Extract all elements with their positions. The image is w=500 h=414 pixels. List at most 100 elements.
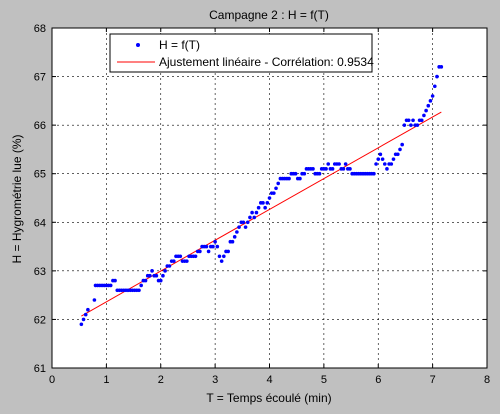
data-point bbox=[293, 171, 298, 176]
data-point bbox=[382, 162, 387, 166]
y-tick-label: 65 bbox=[34, 169, 46, 181]
data-point bbox=[232, 235, 237, 239]
x-tick-label: 6 bbox=[375, 374, 381, 386]
data-point bbox=[396, 152, 400, 157]
fit-line bbox=[81, 111, 442, 317]
y-tick-label: 61 bbox=[34, 363, 46, 375]
legend[interactable]: H = f(T) Ajustement linéaire - Corrélati… bbox=[109, 33, 374, 73]
data-point bbox=[83, 312, 88, 317]
fit-line-layer bbox=[81, 111, 442, 317]
data-point bbox=[193, 254, 198, 259]
y-tick-label: 62 bbox=[34, 314, 46, 326]
data-point bbox=[250, 210, 254, 215]
data-point bbox=[400, 142, 404, 147]
x-axis-label: T = Temps écoulé (min) bbox=[206, 391, 331, 405]
data-point bbox=[287, 176, 291, 181]
data-point bbox=[378, 152, 383, 157]
x-tick-label: 3 bbox=[212, 374, 218, 386]
data-point bbox=[113, 278, 117, 283]
data-point bbox=[222, 254, 226, 259]
data-point bbox=[92, 298, 97, 302]
data-point bbox=[252, 215, 257, 220]
x-tick-label: 1 bbox=[103, 374, 109, 386]
data-point bbox=[217, 254, 222, 259]
data-point bbox=[178, 254, 183, 259]
y-tick-label: 63 bbox=[34, 266, 46, 278]
data-point bbox=[235, 230, 239, 234]
y-tick-label: 67 bbox=[34, 72, 46, 84]
data-point bbox=[139, 283, 143, 288]
data-point bbox=[302, 171, 307, 176]
data-point bbox=[272, 191, 276, 195]
data-point bbox=[148, 273, 152, 278]
data-point bbox=[422, 113, 426, 118]
data-point bbox=[398, 147, 402, 152]
data-point bbox=[376, 157, 381, 161]
data-point bbox=[185, 259, 189, 263]
x-tick-label: 4 bbox=[266, 374, 272, 386]
data-point bbox=[254, 210, 259, 215]
data-point bbox=[248, 215, 252, 220]
data-point bbox=[435, 74, 439, 79]
data-point bbox=[167, 264, 172, 268]
data-point bbox=[391, 157, 396, 161]
data-point bbox=[261, 201, 265, 205]
data-point bbox=[161, 273, 165, 278]
data-point bbox=[150, 269, 154, 273]
x-tick-label: 8 bbox=[484, 374, 490, 386]
data-point bbox=[267, 196, 272, 200]
data-point bbox=[163, 269, 167, 273]
y-tick-labels: 61 62 63 64 65 66 67 68 bbox=[34, 23, 46, 375]
x-tick-label: 5 bbox=[321, 374, 327, 386]
legend-label-fit: Ajustement linéaire - Corrélation: 0.953… bbox=[159, 55, 374, 69]
data-point bbox=[213, 239, 217, 244]
chart-title: Campagne 2 : H = f(T) bbox=[209, 8, 329, 22]
data-point bbox=[389, 162, 394, 166]
data-point bbox=[385, 167, 389, 171]
data-point bbox=[243, 225, 248, 229]
data-point bbox=[409, 123, 413, 127]
axis-ticks bbox=[51, 27, 488, 369]
data-point bbox=[263, 205, 267, 210]
data-point bbox=[198, 249, 202, 254]
data-point bbox=[158, 278, 163, 283]
data-point bbox=[206, 249, 211, 254]
data-point bbox=[274, 186, 278, 191]
data-point bbox=[154, 273, 159, 278]
data-point bbox=[330, 167, 335, 171]
data-point bbox=[372, 171, 376, 176]
data-point bbox=[215, 244, 220, 249]
data-point bbox=[204, 244, 209, 249]
data-point bbox=[241, 220, 246, 225]
legend-label-points: H = f(T) bbox=[159, 38, 200, 52]
data-point bbox=[230, 239, 235, 244]
y-tick-label: 64 bbox=[34, 217, 46, 229]
data-point bbox=[419, 118, 424, 123]
data-point bbox=[380, 157, 385, 161]
y-axis-label: H = Hygrométrie lue (%) bbox=[10, 134, 24, 263]
data-point bbox=[411, 118, 415, 123]
data-point bbox=[81, 317, 86, 322]
data-point bbox=[337, 162, 341, 166]
data-point bbox=[415, 123, 420, 127]
data-point bbox=[424, 108, 428, 113]
x-tick-label: 7 bbox=[430, 374, 436, 386]
points-layer bbox=[79, 65, 444, 327]
data-point bbox=[326, 162, 331, 166]
data-point bbox=[341, 167, 346, 171]
x-tick-labels: 0 1 2 3 4 5 6 7 8 bbox=[49, 374, 490, 386]
y-tick-label: 66 bbox=[34, 120, 46, 132]
data-point bbox=[343, 162, 348, 166]
data-point bbox=[276, 181, 281, 186]
data-point bbox=[226, 249, 230, 254]
data-point bbox=[256, 205, 261, 210]
data-point bbox=[430, 94, 435, 98]
legend-dot-icon bbox=[136, 43, 140, 47]
data-point bbox=[428, 99, 433, 103]
data-point bbox=[402, 123, 407, 127]
data-point bbox=[311, 167, 315, 171]
data-point bbox=[86, 307, 90, 312]
y-tick-label: 68 bbox=[34, 23, 46, 35]
